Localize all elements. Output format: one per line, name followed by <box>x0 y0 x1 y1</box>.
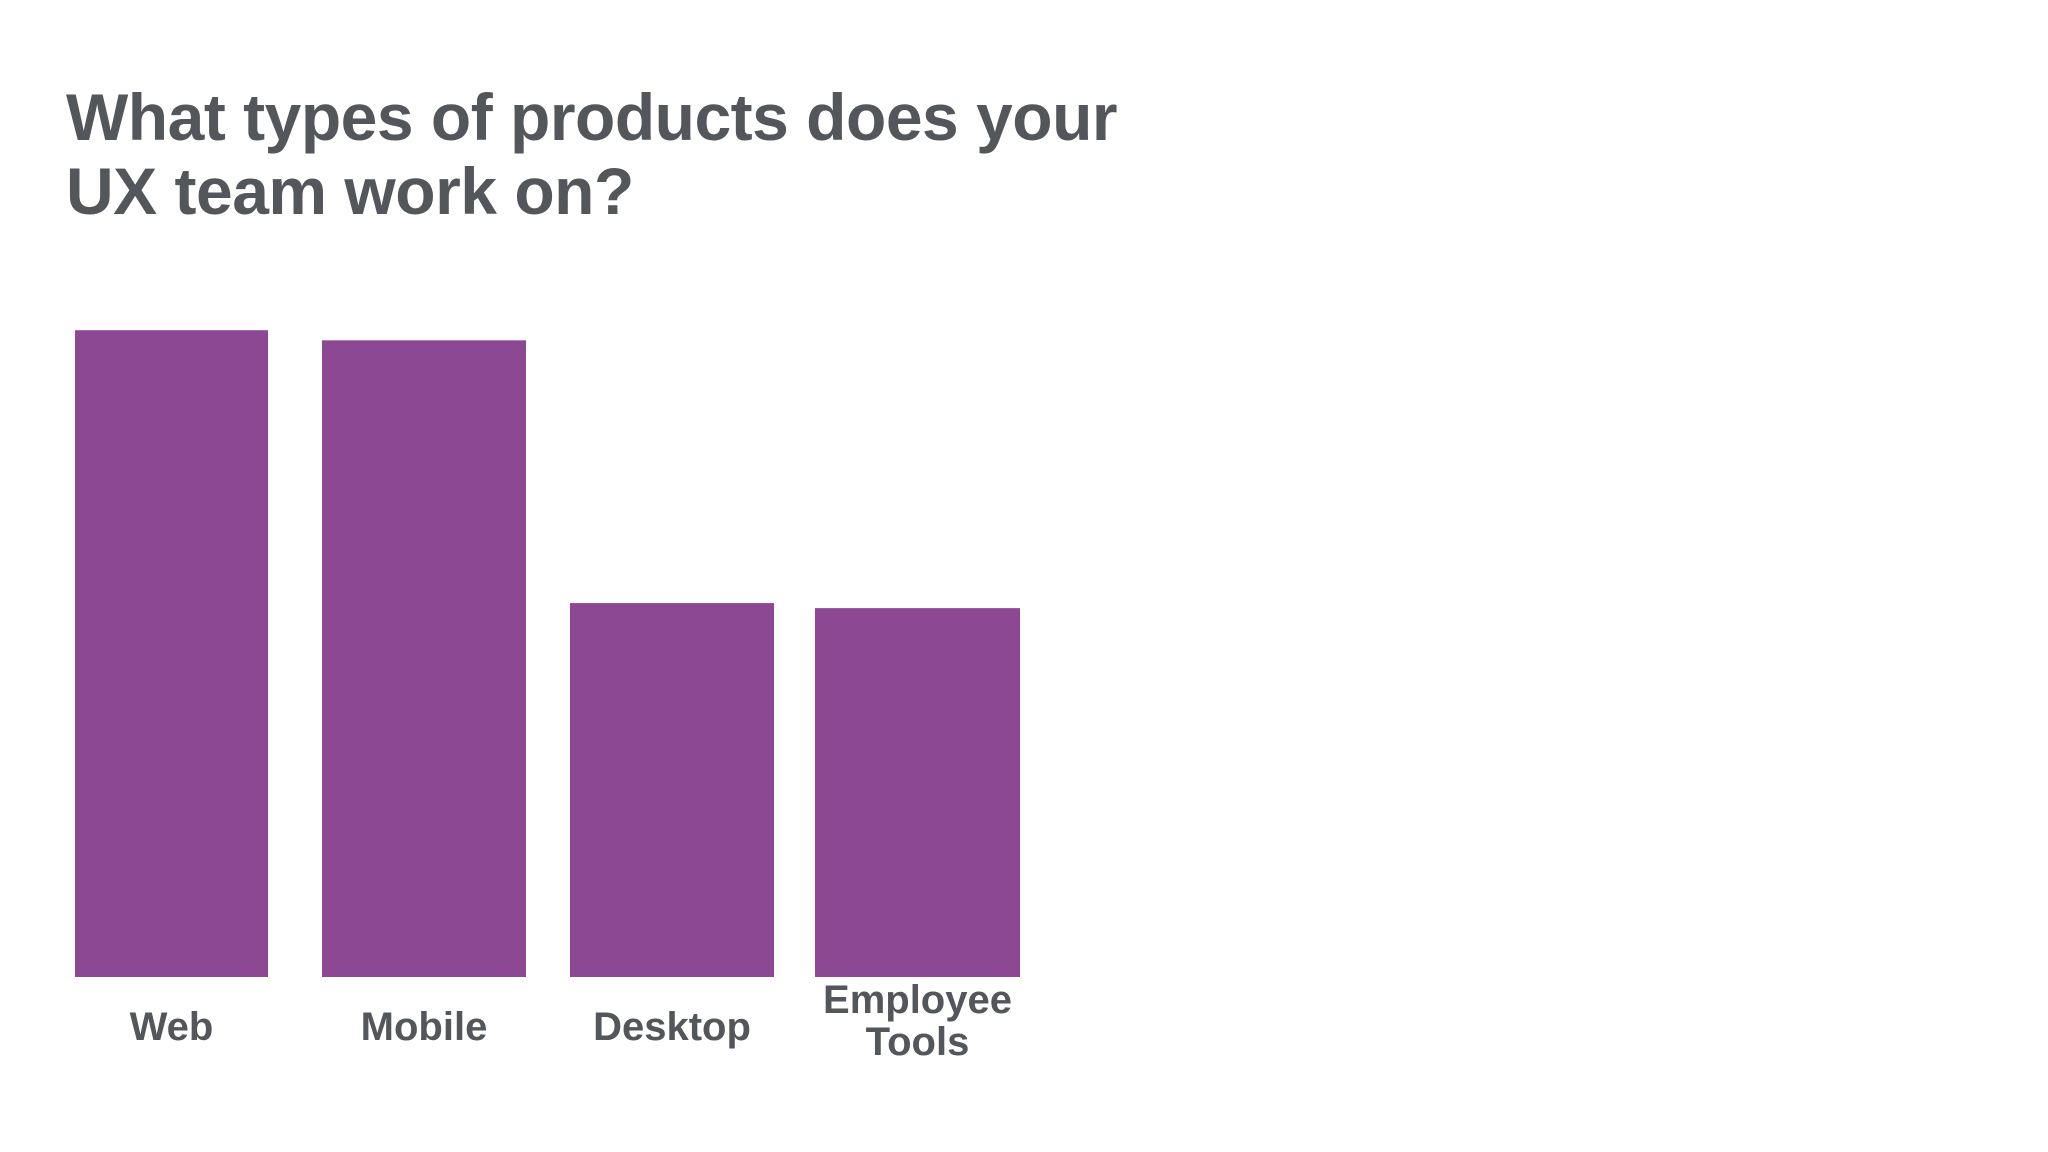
chart-title-line-2: UX team work on? <box>66 154 634 228</box>
chart-title: What types of products does your UX team… <box>66 80 1118 228</box>
category-label-mobile: Mobile <box>361 1005 488 1049</box>
category-label-line: Tools <box>866 1020 970 1064</box>
category-label-web: Web <box>130 1005 214 1049</box>
category-label-line: Web <box>130 1005 214 1049</box>
bar-employee-tools <box>815 608 1020 977</box>
category-labels-group: Web Mobile Desktop Employee Tools <box>130 978 1012 1064</box>
category-label-desktop: Desktop <box>593 1005 751 1049</box>
bar-web <box>75 330 268 977</box>
category-label-line: Mobile <box>361 1005 488 1049</box>
bar-mobile <box>322 340 526 977</box>
category-label-employee-tools: Employee Tools <box>823 978 1012 1064</box>
category-label-line: Desktop <box>593 1005 751 1049</box>
bars-group <box>75 330 1020 977</box>
chart-title-line-1: What types of products does your <box>66 80 1118 154</box>
category-label-line: Employee <box>823 978 1012 1022</box>
bar-desktop <box>570 603 774 977</box>
